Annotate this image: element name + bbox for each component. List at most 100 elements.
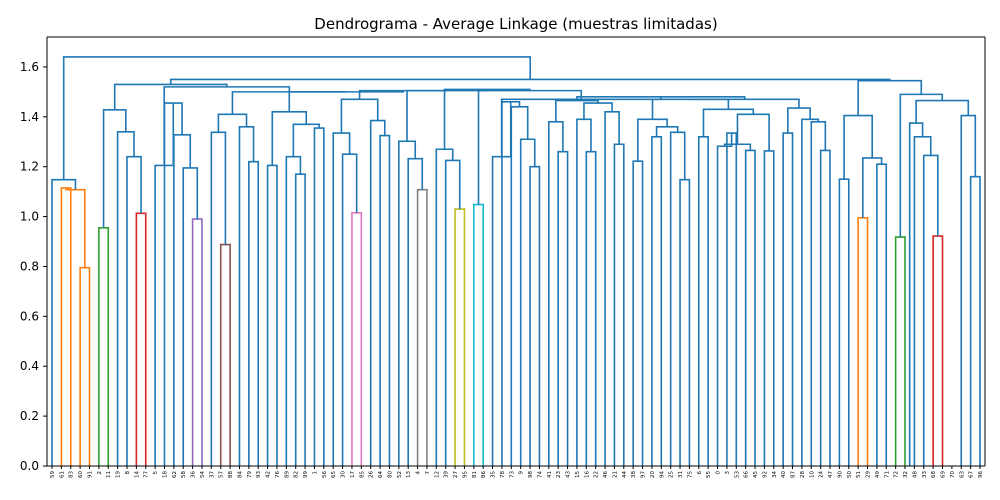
leaf-label: 40 xyxy=(781,471,787,478)
y-tick-label: 1.4 xyxy=(20,110,39,124)
y-tick-label: 1.0 xyxy=(20,210,39,224)
leaf-label: 62 xyxy=(172,471,178,478)
dendrogram-link xyxy=(810,121,827,466)
leaf-label: 68 xyxy=(931,471,937,478)
dendrogram-link xyxy=(444,159,461,466)
dendrogram-link xyxy=(555,99,599,122)
leaf-label: 1 xyxy=(312,471,318,475)
leaf-label: 35 xyxy=(491,471,497,478)
dendrogram-link xyxy=(500,96,662,157)
leaf-label: 55 xyxy=(706,471,712,478)
leaf-label: 87 xyxy=(791,471,797,478)
leaf-label: 86 xyxy=(481,471,487,478)
leaf-label: 31 xyxy=(678,471,684,478)
dendrogram-link xyxy=(340,98,379,134)
dendrogram-link xyxy=(557,150,569,466)
leaf-label: 20 xyxy=(650,471,656,478)
dendrogram-link xyxy=(894,236,906,466)
leaf-label: 98 xyxy=(528,471,534,478)
dendrogram-link xyxy=(102,109,127,228)
leaf-label: 25 xyxy=(669,471,675,478)
dendrogram-link xyxy=(60,187,72,466)
leaf-label: 90 xyxy=(837,471,843,478)
y-tick-label: 0.2 xyxy=(20,409,39,423)
dendrogram-link xyxy=(238,125,255,466)
dendrogram-link xyxy=(79,266,91,466)
dendrogram-link xyxy=(632,160,644,466)
leaf-label: 43 xyxy=(566,471,572,478)
dendrogram-link xyxy=(231,91,347,115)
dendrogram-link xyxy=(65,187,86,268)
leaf-label: 84 xyxy=(237,471,243,478)
dendrogram-link xyxy=(819,149,831,466)
dendrogram-link xyxy=(351,212,363,466)
dendrogram-link xyxy=(135,212,147,466)
y-tick-label: 1.6 xyxy=(20,60,39,74)
dendrogram-links xyxy=(51,56,981,466)
dendrogram-link xyxy=(801,118,820,466)
leaf-label: 11 xyxy=(106,471,112,478)
dendrogram-link xyxy=(219,243,231,466)
leaf-label: 18 xyxy=(162,471,168,478)
leaf-label: 59 xyxy=(50,471,56,478)
leaf-label: 46 xyxy=(603,471,609,478)
leaf-label: 22 xyxy=(594,471,600,478)
leaf-label: 80 xyxy=(387,471,393,478)
dendrogram-link xyxy=(191,218,203,466)
leaf-label: 51 xyxy=(856,471,862,478)
leaf-label: 10 xyxy=(809,471,815,478)
y-tick-label: 0.6 xyxy=(20,309,39,323)
dendrogram-link xyxy=(843,114,874,180)
dendrogram-link xyxy=(271,111,308,166)
dendrogram-link xyxy=(416,188,428,466)
leaf-label: 93 xyxy=(256,471,262,478)
leaf-label: 28 xyxy=(800,471,806,478)
dendrogram-link xyxy=(443,88,531,150)
dendrogram-link xyxy=(857,217,869,466)
y-tick-label: 1.2 xyxy=(20,160,39,174)
dendrogram-link xyxy=(266,164,278,466)
y-axis-ticks: 0.0 0.2 0.4 0.6 0.8 1.0 1.2 1.4 1.6 xyxy=(20,60,47,473)
leaf-label: 12 xyxy=(434,471,440,478)
dendrogram-link xyxy=(288,90,405,112)
leaf-label: 49 xyxy=(875,471,881,478)
leaf-label: 77 xyxy=(144,471,150,478)
dendrogram-link xyxy=(248,160,260,466)
dendrogram-link xyxy=(548,121,564,466)
leaf-label: 88 xyxy=(228,471,234,478)
dendrogram-link xyxy=(406,89,488,142)
leaf-label: 37 xyxy=(209,471,215,478)
dendrogram-link xyxy=(782,132,794,466)
dendrogram-link xyxy=(838,178,850,466)
leaf-label: 4 xyxy=(416,471,422,475)
leaf-label: 9 xyxy=(519,471,525,475)
leaf-label: 81 xyxy=(472,471,478,478)
dendrogram-link xyxy=(583,102,613,120)
leaf-label: 44 xyxy=(622,471,628,478)
dendrogram-link xyxy=(736,113,770,151)
leaf-label: 7 xyxy=(425,471,431,475)
dendrogram-link xyxy=(491,101,512,466)
dendrogram-link xyxy=(285,155,302,466)
leaf-label: 29 xyxy=(866,471,872,478)
dendrogram-link xyxy=(51,178,77,466)
leaf-label: 27 xyxy=(453,471,459,478)
dendrogram-link xyxy=(960,114,977,466)
leaf-label: 99 xyxy=(303,471,309,478)
leaf-label: 64 xyxy=(378,471,384,478)
leaf-label: 74 xyxy=(537,471,543,478)
dendrogram-link xyxy=(163,86,291,166)
dendrogram-link xyxy=(369,119,386,466)
leaf-label: 45 xyxy=(753,471,759,478)
leaf-label: 34 xyxy=(772,471,778,478)
leaf-label: 57 xyxy=(219,471,225,478)
leaf-label: 6 xyxy=(697,471,703,475)
leaf-label: 15 xyxy=(575,471,581,478)
dendrogram-link xyxy=(62,56,532,180)
dendrogram-link xyxy=(915,99,970,124)
leaf-label: 96 xyxy=(978,471,984,478)
leaf-label: 89 xyxy=(284,471,290,478)
dendrogram-link xyxy=(294,173,306,466)
dendrogram-link xyxy=(292,123,320,157)
dendrogram-link xyxy=(716,133,733,466)
